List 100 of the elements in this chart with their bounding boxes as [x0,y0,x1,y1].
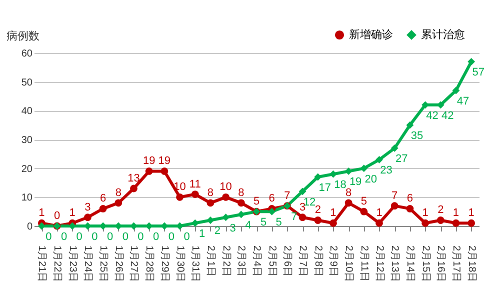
data-label: 18 [334,179,346,192]
point [360,208,368,216]
x-tick-label: 2月11日 [358,246,370,282]
data-label: 13 [128,172,140,185]
point [222,193,230,201]
x-tick-label: 2月13日 [389,246,400,282]
data-label: 8 [115,186,122,199]
data-label: 5 [260,216,267,229]
point [268,208,276,216]
legend-label: 新增确诊 [349,28,393,41]
point [468,58,476,66]
x-tick-label: 2月3日 [236,246,247,277]
data-label: 57 [472,66,484,79]
x-tick-label: 2月4日 [251,246,262,277]
data-label: 3 [230,222,236,234]
data-label: 3 [299,201,306,214]
x-tick-label: 1月25日 [98,246,109,282]
point [298,214,306,222]
point [206,199,214,207]
data-label: 0 [54,210,60,222]
data-label: 1 [330,207,336,220]
point [84,214,92,222]
point [360,164,368,172]
data-label: 7 [291,210,298,223]
x-tick-label: 2月6日 [282,246,293,277]
y-axis-title: 病例数 [6,30,40,42]
data-label: 0 [60,231,68,243]
x-tick-label: 2月15日 [420,246,431,282]
point [145,168,153,175]
x-tick-label: 1月24日 [82,246,94,282]
data-label: 8 [346,186,352,199]
data-label: 6 [406,192,414,205]
x-tick-label: 2月1日 [204,246,216,277]
data-label: 1 [422,207,428,220]
point [406,205,414,212]
data-label: 0 [76,231,82,243]
data-label: 1 [69,207,76,220]
data-label: 2 [314,204,321,216]
data-label: 42 [426,110,438,122]
data-label: 6 [268,192,275,205]
x-tick-label: 2月17日 [450,246,462,282]
point [314,216,322,224]
point [114,199,122,207]
data-label: 4 [245,219,252,232]
data-label: 17 [318,182,332,194]
data-label: 1 [452,207,460,220]
point [176,193,184,201]
data-label: 8 [238,186,244,199]
y-tick-label: 40 [21,106,33,118]
x-tick-label: 1月31日 [190,246,201,282]
x-tick-label: 2月18日 [466,246,477,282]
x-tick-label: 1月23日 [66,246,78,282]
y-tick-label: 30 [21,135,33,146]
point [390,202,398,210]
point [191,190,199,198]
point [222,214,230,222]
x-tick-label: 2月2日 [220,246,232,277]
point [344,199,352,207]
point [68,222,76,230]
point [436,216,444,224]
data-label: 8 [207,186,214,199]
data-label: 0 [106,231,114,243]
x-tick-label: 2月10日 [343,246,354,282]
point [160,168,168,175]
point [376,219,383,227]
data-label: 0 [122,231,128,243]
data-label: 47 [456,95,470,108]
point [330,170,337,178]
x-tick-label: 1月26日 [112,246,124,282]
y-tick-label: 50 [21,77,33,88]
x-tick-label: 2月12日 [374,246,385,282]
legend-label: 累计治愈 [421,28,465,41]
point [422,101,429,109]
data-label: 0 [138,231,144,243]
data-label: 20 [364,173,378,186]
y-tick-label: 20 [21,164,33,175]
point [422,219,429,227]
data-label: 5 [276,216,282,229]
point [99,205,107,212]
data-label: 0 [153,231,160,243]
data-label: 6 [100,192,106,205]
data-label: 0 [46,231,52,243]
data-label: 2 [438,204,444,216]
data-label: 1 [468,207,474,220]
data-label: 5 [360,196,367,208]
x-tick-label: 2月8日 [312,246,324,277]
point [38,222,46,230]
data-label: 1 [38,207,45,220]
point [344,168,352,175]
point [452,219,460,227]
data-label: 23 [380,164,392,177]
data-label: 27 [395,153,408,166]
data-label: 19 [142,155,156,168]
data-label: 19 [158,155,171,168]
point [406,121,414,129]
point [130,184,138,192]
x-tick-label: 1月21日 [36,246,48,282]
point [468,219,476,227]
data-label: 2 [214,225,221,238]
data-label: 19 [349,176,362,188]
